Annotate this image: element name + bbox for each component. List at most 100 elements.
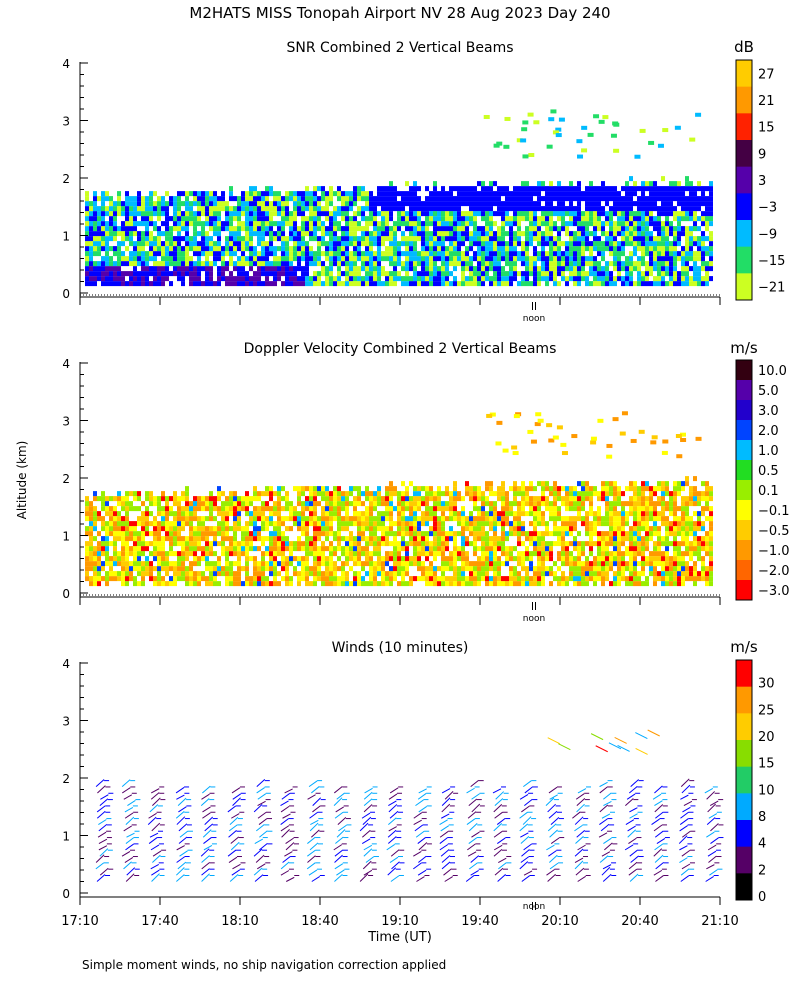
data-cell bbox=[485, 486, 489, 492]
data-cell bbox=[441, 521, 445, 527]
data-cell bbox=[373, 276, 377, 282]
data-cell bbox=[245, 526, 249, 532]
data-cell bbox=[677, 216, 681, 222]
data-cell bbox=[253, 521, 257, 527]
data-cell bbox=[473, 256, 477, 262]
data-cell bbox=[513, 236, 517, 242]
data-cell bbox=[289, 191, 293, 197]
data-cell bbox=[93, 506, 97, 512]
data-cell bbox=[169, 546, 173, 552]
data-cell bbox=[213, 581, 217, 587]
data-cell bbox=[465, 261, 469, 267]
data-cell bbox=[305, 546, 309, 552]
data-cell bbox=[545, 281, 549, 287]
data-cell bbox=[413, 511, 417, 517]
data-cell bbox=[473, 546, 477, 552]
data-cell bbox=[393, 191, 397, 197]
y-axis-label: Altitude (km) bbox=[15, 441, 29, 520]
data-cell bbox=[425, 271, 429, 277]
data-cell bbox=[565, 261, 569, 267]
data-cell bbox=[553, 531, 557, 537]
data-cell bbox=[573, 571, 577, 577]
data-cell bbox=[605, 521, 609, 527]
data-cell bbox=[553, 561, 557, 567]
data-cell bbox=[513, 231, 517, 237]
data-cell bbox=[577, 481, 581, 487]
data-cell bbox=[281, 551, 285, 557]
data-cell bbox=[489, 181, 493, 187]
data-cell bbox=[405, 281, 409, 287]
data-cell bbox=[409, 281, 413, 287]
data-cell bbox=[609, 541, 613, 547]
data-cell bbox=[513, 201, 517, 207]
data-cell bbox=[389, 556, 393, 562]
data-cell bbox=[237, 226, 241, 232]
data-cell bbox=[337, 276, 341, 282]
data-cell bbox=[149, 251, 153, 257]
data-cell bbox=[341, 566, 345, 572]
data-cell bbox=[405, 546, 409, 552]
data-cell bbox=[629, 231, 633, 237]
data-cell bbox=[569, 576, 573, 582]
data-cell bbox=[673, 236, 677, 242]
data-cell bbox=[555, 133, 562, 138]
data-cell bbox=[357, 196, 361, 202]
data-cell bbox=[589, 196, 593, 202]
data-cell bbox=[537, 186, 541, 192]
data-cell bbox=[197, 281, 201, 287]
data-cell bbox=[401, 526, 405, 532]
data-cell bbox=[461, 526, 465, 532]
data-cell bbox=[639, 128, 646, 133]
data-cell bbox=[181, 561, 185, 567]
data-cell bbox=[373, 216, 377, 222]
data-cell bbox=[493, 261, 497, 267]
data-cell bbox=[601, 541, 605, 547]
data-cell bbox=[101, 201, 105, 207]
data-cell bbox=[697, 276, 701, 282]
data-cell bbox=[689, 251, 693, 257]
data-cell bbox=[621, 261, 625, 267]
data-cell bbox=[245, 496, 249, 502]
data-cell bbox=[577, 271, 581, 277]
data-cell bbox=[185, 496, 189, 502]
data-cell bbox=[341, 536, 345, 542]
data-cell bbox=[85, 561, 89, 567]
data-cell bbox=[253, 536, 257, 542]
data-cell bbox=[89, 551, 93, 557]
data-cell bbox=[269, 521, 273, 527]
data-cell bbox=[477, 506, 481, 512]
data-cell bbox=[537, 251, 541, 257]
data-cell bbox=[529, 536, 533, 542]
data-cell bbox=[537, 216, 541, 222]
data-cell bbox=[161, 551, 165, 557]
data-cell bbox=[257, 226, 261, 232]
data-cell bbox=[249, 241, 253, 247]
data-cell bbox=[181, 191, 185, 197]
data-cell bbox=[661, 206, 665, 212]
data-cell bbox=[385, 511, 389, 517]
data-cell bbox=[501, 576, 505, 582]
data-cell bbox=[441, 541, 445, 547]
data-cell bbox=[381, 271, 385, 277]
data-cell bbox=[361, 196, 365, 202]
data-cell bbox=[481, 276, 485, 282]
data-cell bbox=[377, 221, 381, 227]
data-cell bbox=[597, 491, 601, 497]
data-cell bbox=[305, 226, 309, 232]
data-cell bbox=[525, 576, 529, 582]
data-cell bbox=[193, 541, 197, 547]
data-cell bbox=[253, 556, 257, 562]
data-cell bbox=[181, 556, 185, 562]
panel-title: SNR Combined 2 Vertical Beams bbox=[286, 40, 513, 56]
data-cell bbox=[377, 486, 381, 492]
data-cell bbox=[585, 521, 589, 527]
data-cell bbox=[569, 256, 573, 262]
data-cell bbox=[541, 211, 545, 217]
data-cell bbox=[125, 191, 129, 197]
data-cell bbox=[389, 236, 393, 242]
data-cell bbox=[541, 546, 545, 552]
data-cell bbox=[385, 486, 389, 492]
data-cell bbox=[201, 246, 205, 252]
data-cell bbox=[489, 221, 493, 227]
data-cell bbox=[317, 241, 321, 247]
